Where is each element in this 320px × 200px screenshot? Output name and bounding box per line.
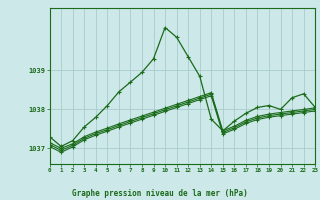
Text: Graphe pression niveau de la mer (hPa): Graphe pression niveau de la mer (hPa) (72, 189, 248, 198)
